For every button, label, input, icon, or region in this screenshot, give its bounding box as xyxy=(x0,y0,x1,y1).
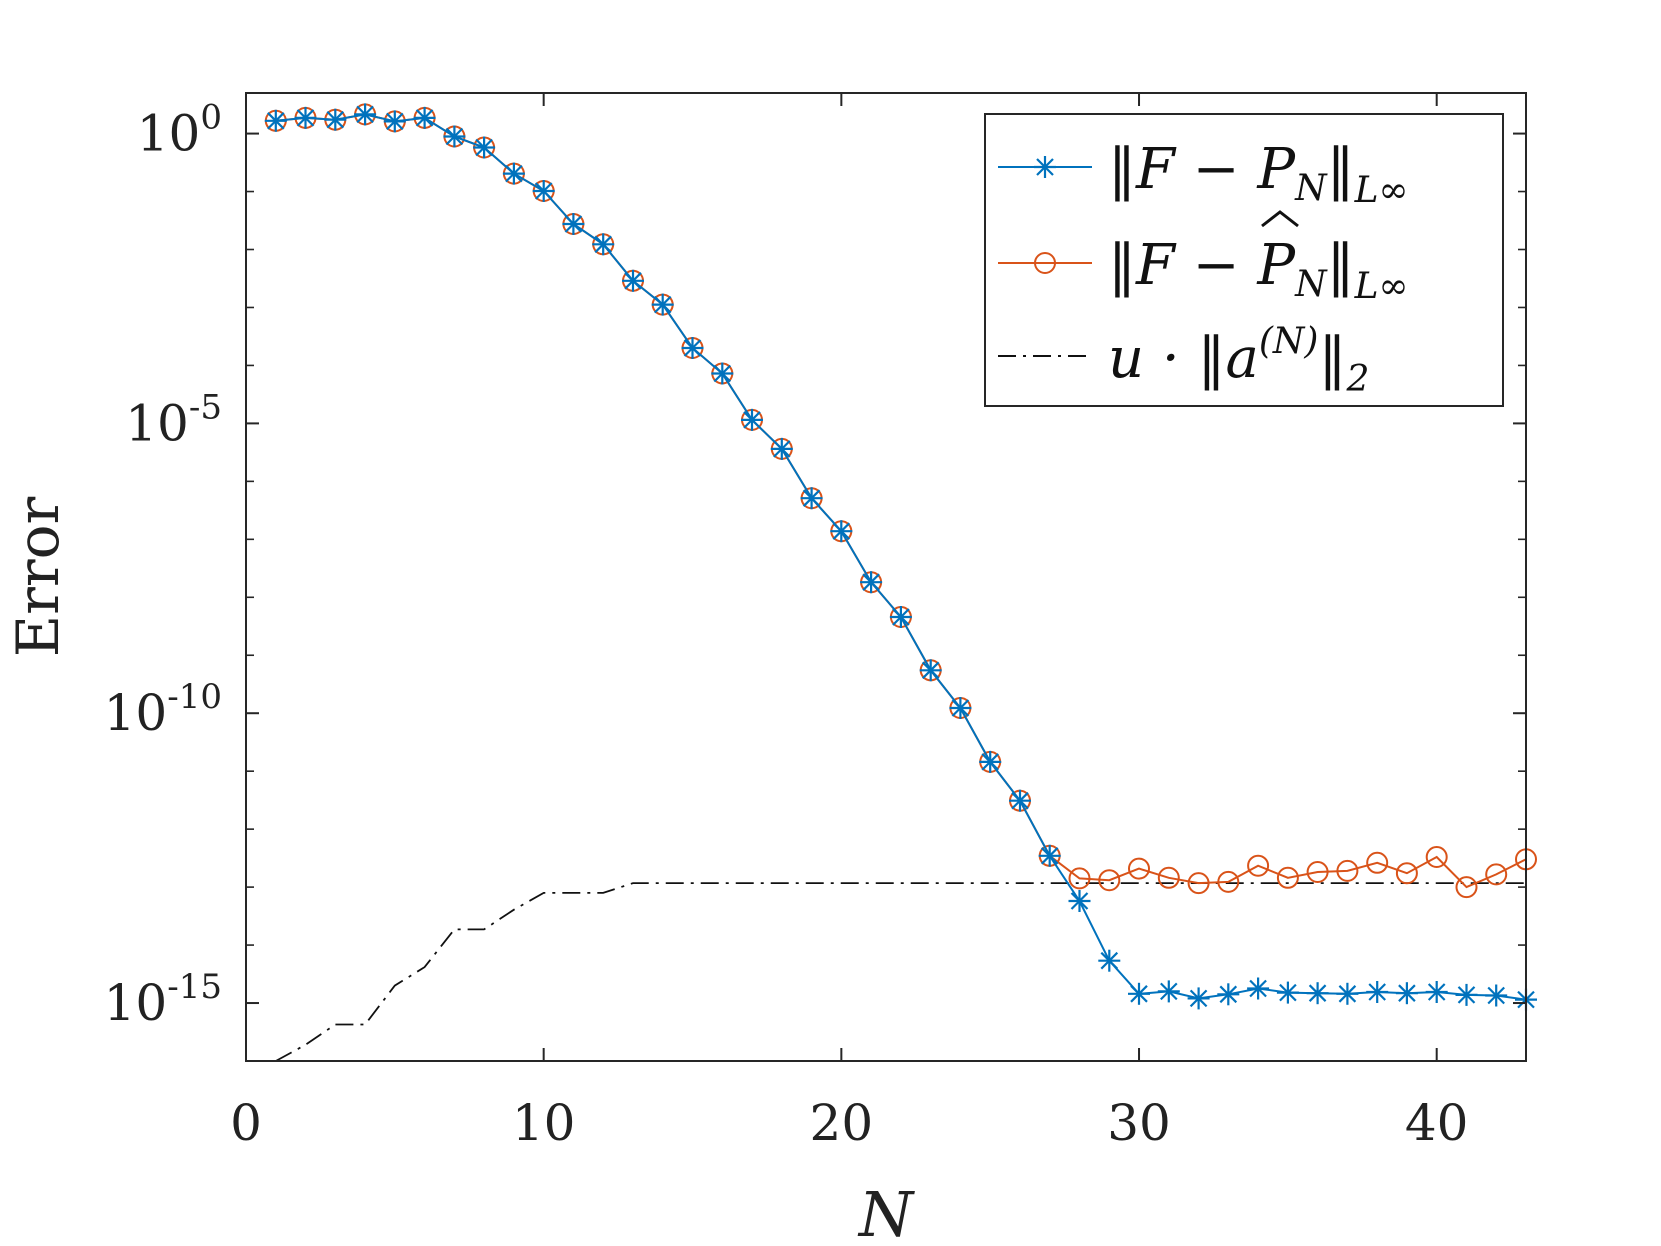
data-point-asterisk xyxy=(324,108,347,131)
x-tick-label: 20 xyxy=(810,1094,874,1152)
data-point-asterisk xyxy=(354,103,377,126)
data-point-asterisk xyxy=(1187,987,1210,1010)
data-point-asterisk xyxy=(1425,981,1448,1003)
series-line xyxy=(275,882,1526,1062)
y-tick-label: 10-10 xyxy=(104,677,222,742)
legend-marker-p-n xyxy=(1034,156,1056,178)
data-point-asterisk xyxy=(1068,890,1091,912)
data-point-circle xyxy=(1157,866,1180,889)
y-tick-label: 10-15 xyxy=(104,967,222,1032)
data-point-asterisk xyxy=(443,125,466,148)
data-point-circle xyxy=(1187,872,1210,895)
data-point-asterisk xyxy=(1336,982,1359,1005)
data-point-asterisk xyxy=(1157,980,1180,1003)
tick-layer: 0 10 20 30 40 100 10-5 10-10 10-15 xyxy=(104,93,1526,1152)
data-point-circle xyxy=(1425,846,1448,868)
legend-hat-icon xyxy=(1261,210,1299,228)
data-point-asterisk xyxy=(711,362,734,385)
x-tick-label: 0 xyxy=(230,1094,262,1152)
data-point-asterisk xyxy=(592,233,615,256)
data-point-circle xyxy=(1395,862,1418,885)
data-point-circle xyxy=(1366,851,1389,874)
data-point-asterisk xyxy=(294,106,317,129)
y-axis-title: Error xyxy=(4,497,72,658)
y-tick-label: 100 xyxy=(137,98,222,163)
data-point-circle xyxy=(1306,861,1329,883)
legend-entry-bound[interactable]: u · ‖a(N)‖2 xyxy=(998,321,1369,400)
data-point-asterisk xyxy=(889,606,912,628)
data-point-asterisk xyxy=(1366,981,1389,1003)
data-point-asterisk xyxy=(1009,789,1031,812)
data-point-asterisk xyxy=(1485,984,1508,1007)
legend-box xyxy=(984,113,1504,407)
data-point-asterisk xyxy=(1098,949,1121,972)
data-point-asterisk xyxy=(383,110,406,133)
series-layer xyxy=(264,103,1537,1062)
data-point-circle xyxy=(1217,870,1240,893)
data-point-asterisk xyxy=(800,487,823,510)
x-tick-label: 40 xyxy=(1405,1094,1469,1152)
data-point-circle xyxy=(1485,863,1508,886)
data-point-asterisk xyxy=(1306,982,1329,1005)
x-tick-label: 10 xyxy=(512,1094,576,1152)
x-axis-title: N xyxy=(857,1178,916,1246)
legend-label-bound: u · ‖a(N)‖2 xyxy=(1108,321,1369,400)
data-point-circle xyxy=(1098,869,1121,892)
data-point-circle xyxy=(1068,867,1091,890)
data-point-asterisk xyxy=(532,180,555,202)
y-tick-label: 10-5 xyxy=(125,387,222,452)
data-point-asterisk xyxy=(1395,982,1418,1005)
data-point-asterisk xyxy=(502,162,525,185)
data-point-asterisk xyxy=(1217,983,1240,1006)
x-tick-label: 30 xyxy=(1107,1094,1171,1152)
data-point-asterisk xyxy=(741,408,763,431)
legend: ‖F − PN‖L∞ ‖F − PN‖L∞ u · ‖a(N)‖2 xyxy=(984,113,1504,407)
plot-frame xyxy=(245,92,1527,1062)
data-point-circle xyxy=(1336,859,1359,882)
data-point-asterisk xyxy=(1038,844,1061,867)
data-point-circle xyxy=(1128,857,1150,880)
data-point-asterisk xyxy=(830,520,853,543)
data-point-asterisk xyxy=(681,337,704,359)
data-point-asterisk xyxy=(1247,977,1270,1000)
data-point-asterisk xyxy=(949,697,972,719)
data-point-asterisk xyxy=(622,269,644,292)
data-point-asterisk xyxy=(413,106,436,129)
data-point-asterisk xyxy=(860,571,883,594)
data-point-asterisk xyxy=(1455,983,1478,1006)
data-point-asterisk xyxy=(1128,982,1150,1005)
data-point-circle xyxy=(1276,866,1299,889)
data-point-asterisk xyxy=(919,659,942,682)
legend-marker-p-hat-n xyxy=(1034,252,1056,274)
data-point-circle xyxy=(1455,876,1478,899)
data-point-asterisk xyxy=(562,213,585,235)
data-point-asterisk xyxy=(1276,981,1299,1004)
data-point-asterisk xyxy=(770,437,793,460)
data-point-circle xyxy=(1247,854,1270,877)
data-point-asterisk xyxy=(979,750,1002,773)
data-point-asterisk xyxy=(651,293,674,316)
data-point-asterisk xyxy=(473,136,496,159)
data-point-asterisk xyxy=(264,109,287,132)
